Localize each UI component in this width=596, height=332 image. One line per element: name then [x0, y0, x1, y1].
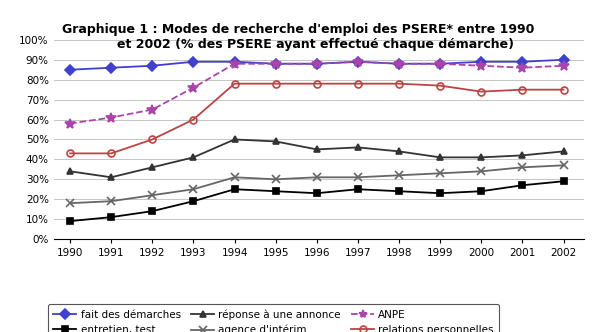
Legend: fait des démarches, entretien, test.., réponse à une annonce, agence d'intérim, : fait des démarches, entretien, test.., r… [48, 304, 499, 332]
Text: Graphique 1 : Modes de recherche d'emploi des PSERE* entre 1990
        et 2002 : Graphique 1 : Modes de recherche d'emplo… [62, 23, 534, 51]
